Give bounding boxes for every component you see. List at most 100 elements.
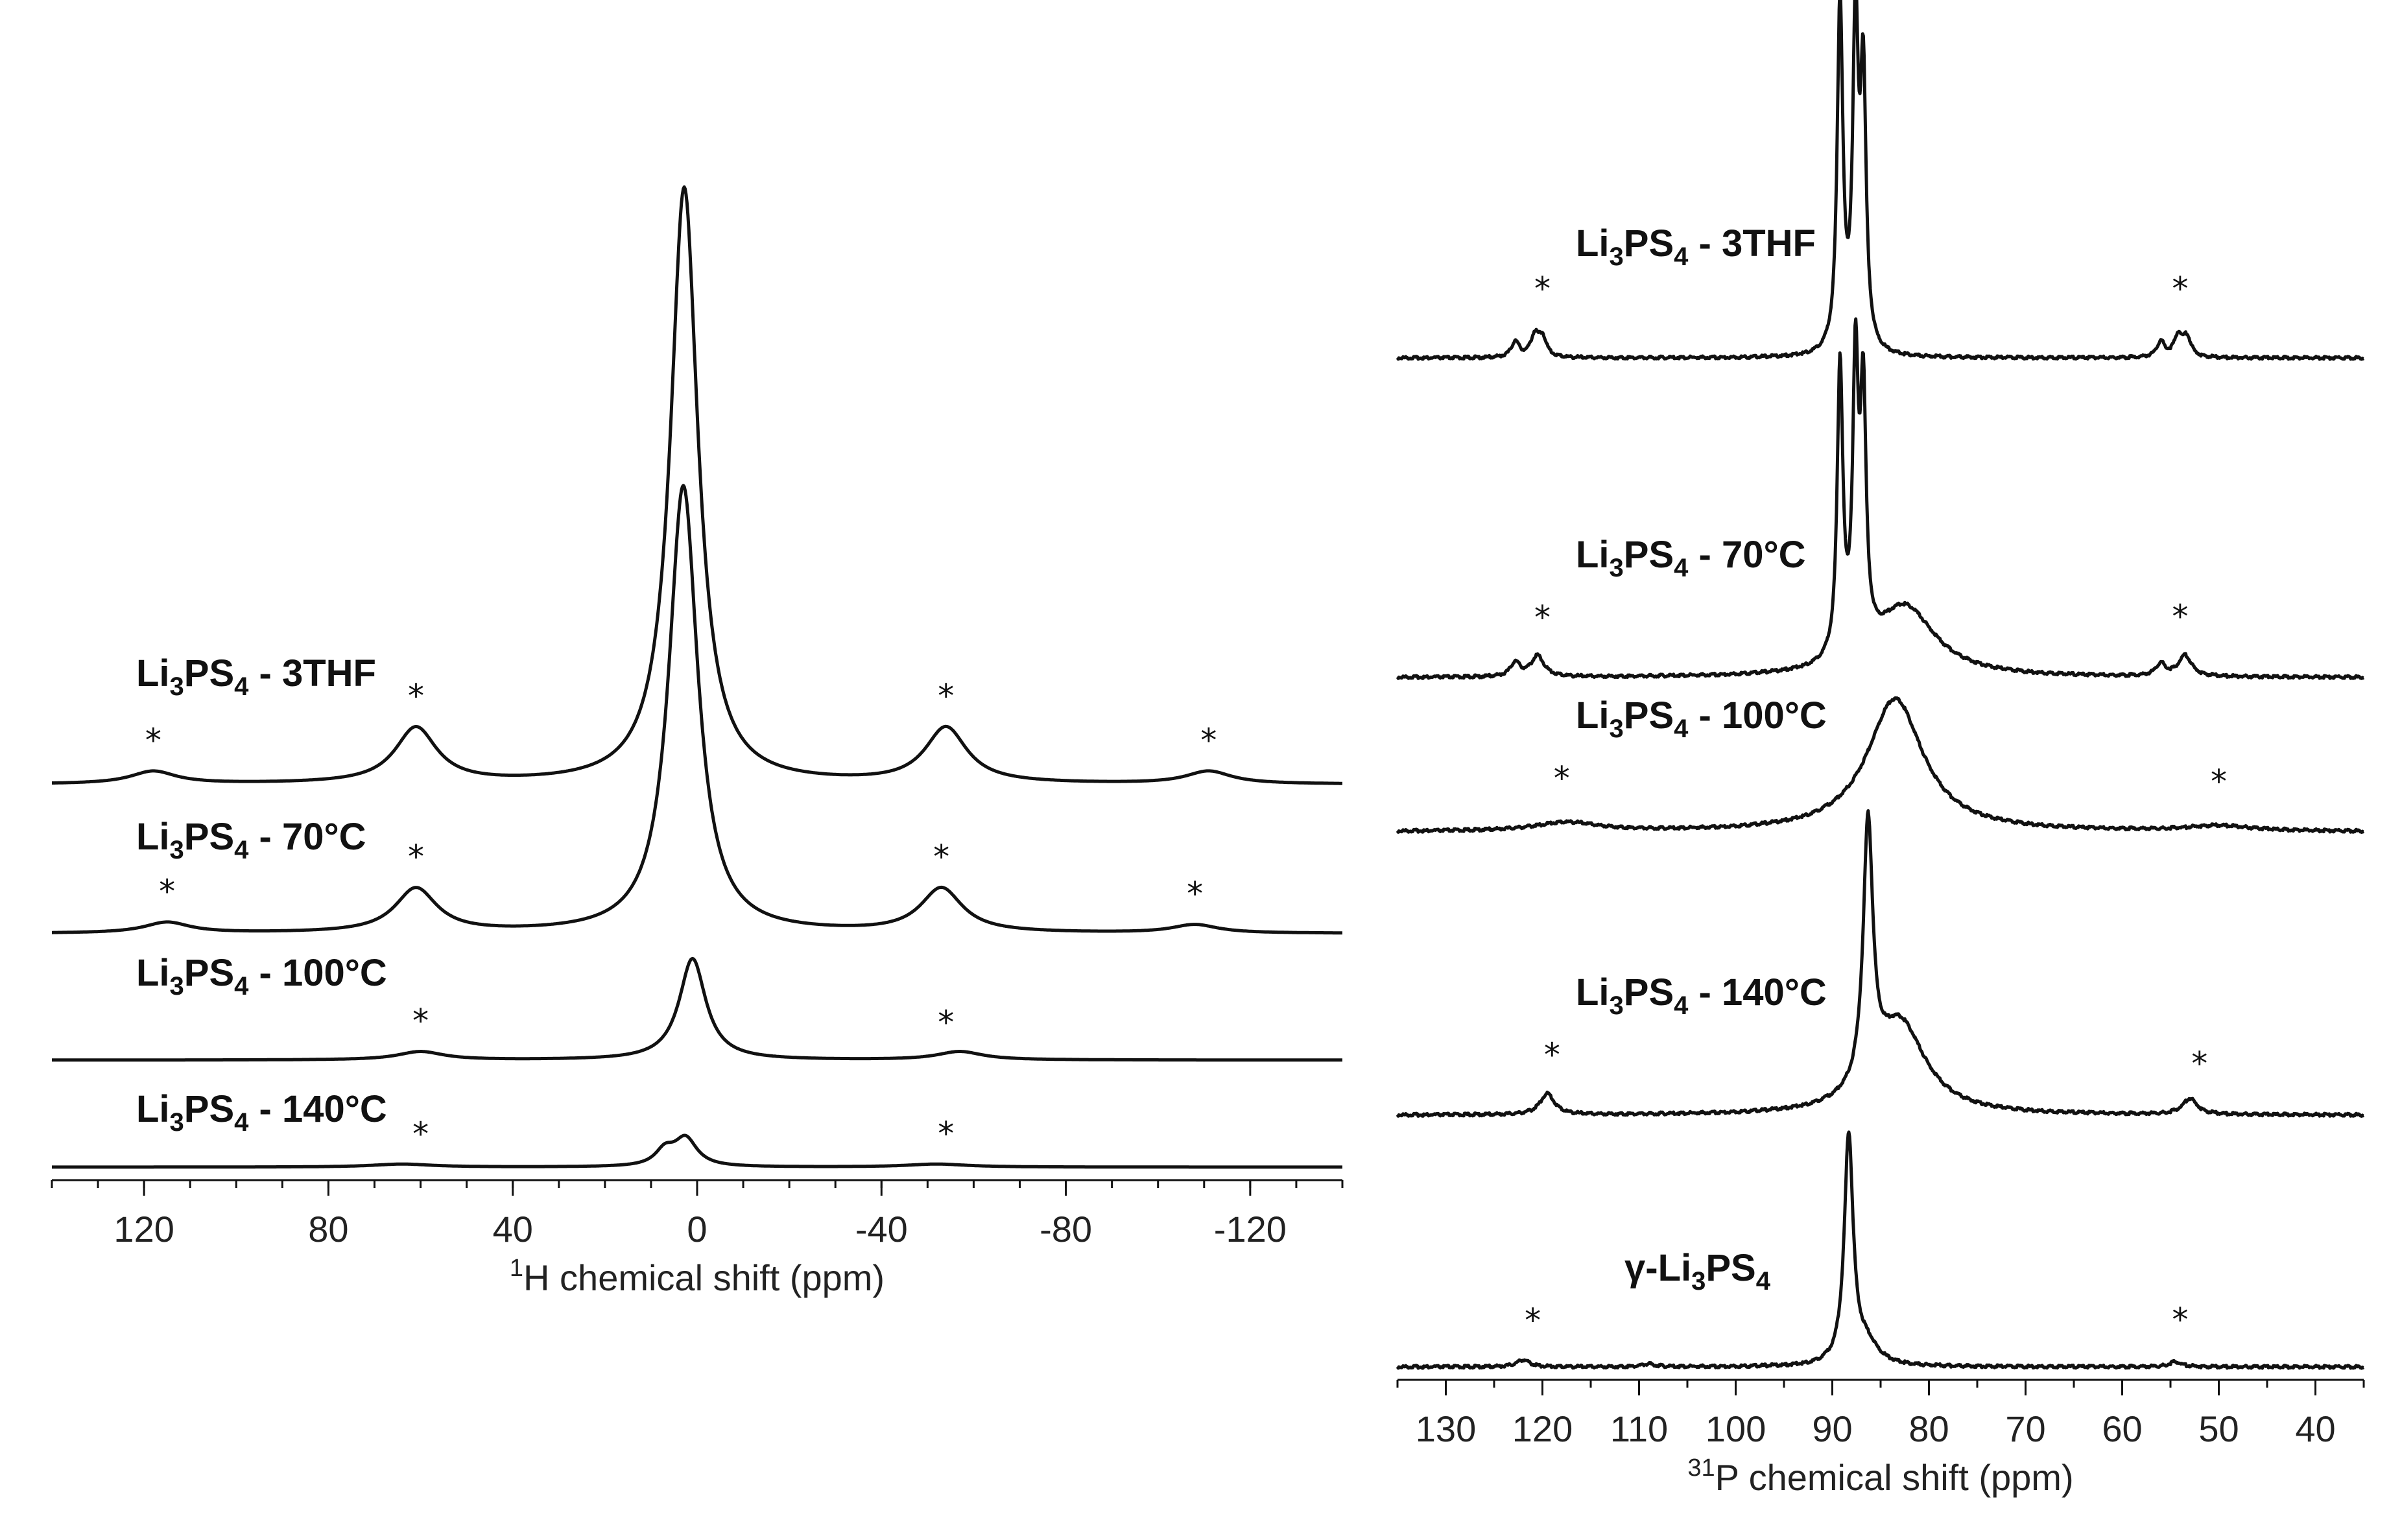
x-axis-title: 31P chemical shift (ppm) xyxy=(1687,1454,2073,1498)
trace-label-part: Li xyxy=(1576,694,1610,737)
x-tick-label: 40 xyxy=(2295,1408,2335,1449)
trace-label-part: Li xyxy=(1576,222,1610,265)
trace-label-subscript: 4 xyxy=(1674,243,1689,271)
spinning-sideband-marker: * xyxy=(1554,760,1570,798)
trace-label-subscript: 3 xyxy=(170,672,184,701)
trace-label-condition: - 100°C xyxy=(1688,694,1826,737)
trace-label-subscript: 3 xyxy=(1610,715,1624,743)
x-tick-label: -40 xyxy=(855,1209,908,1250)
spectrum-trace xyxy=(1396,317,2365,680)
spectrum-trace xyxy=(1396,809,2365,1118)
x-tick-label: 50 xyxy=(2198,1408,2239,1449)
trace-label-part: Li xyxy=(136,652,170,694)
spectrum-trace xyxy=(51,185,1344,785)
spinning-sideband-marker: * xyxy=(2172,598,2188,635)
x-tick-label: 110 xyxy=(1610,1408,1668,1449)
spinning-sideband-marker: * xyxy=(1534,270,1551,307)
x-tick-label: 0 xyxy=(687,1209,707,1250)
trace-label: Li3PS4 - 70°C xyxy=(1576,534,1806,582)
trace-label-subscript: 4 xyxy=(234,836,249,864)
spinning-sideband-marker: * xyxy=(1525,1302,1541,1340)
spinning-sideband-marker: * xyxy=(2211,763,2227,801)
trace-label-condition: - 140°C xyxy=(248,1088,386,1130)
trace-label: Li3PS4 - 140°C xyxy=(136,1088,387,1137)
trace-label: Li3PS4 - 3THF xyxy=(1576,222,1816,271)
trace-label-part: PS xyxy=(184,1088,234,1130)
trace-label-subscript: 3 xyxy=(1610,554,1624,582)
trace-label-part: PS xyxy=(1624,534,1674,576)
trace-label: Li3PS4 - 70°C xyxy=(136,816,366,864)
spinning-sideband-marker: * xyxy=(159,873,175,910)
trace-label-part: PS xyxy=(184,652,234,694)
trace-label: Li3PS4 - 100°C xyxy=(136,952,387,1001)
trace-label-subscript: 3 xyxy=(1610,991,1624,1020)
spinning-sideband-marker: * xyxy=(938,1115,954,1152)
spinning-sideband-marker: * xyxy=(412,1002,429,1040)
spinning-sideband-marker: * xyxy=(2172,270,2188,307)
trace-label: Li3PS4 - 3THF xyxy=(136,652,376,701)
spinning-sideband-marker: * xyxy=(145,722,161,759)
trace-label: Li3PS4 - 100°C xyxy=(1576,694,1827,743)
spinning-sideband-marker: * xyxy=(408,678,424,715)
trace-label-part: PS xyxy=(1624,971,1674,1013)
spectrum-trace xyxy=(1396,696,2365,834)
trace-label-condition: - 70°C xyxy=(248,816,366,858)
trace-label-part: PS xyxy=(184,952,234,994)
trace-label-condition: - 100°C xyxy=(248,952,386,994)
spectrum-trace xyxy=(1396,0,2365,361)
spectrum-trace xyxy=(51,484,1344,935)
trace-label-condition: - 70°C xyxy=(1688,534,1805,576)
trace-label-subscript: 3 xyxy=(170,972,184,1001)
trace-label-part: Li xyxy=(1576,534,1610,576)
trace-label-condition: - 3THF xyxy=(1688,222,1816,265)
spectrum-trace xyxy=(51,1133,1344,1169)
spinning-sideband-marker: * xyxy=(412,1115,429,1153)
x-tick-label: 80 xyxy=(308,1209,348,1250)
spinning-sideband-marker: * xyxy=(408,838,424,876)
left-panel-1h-nmr: 120 80 40 0 -40 -80 -120 1H chemical shift (ppm… xyxy=(51,185,1344,1298)
x-axis-title-isotope: 31 xyxy=(1687,1454,1715,1482)
trace-label-part: PS xyxy=(1624,222,1674,265)
right-panel-31p-nmr: 130 120 110 100 90 80 70 60 50 40 31P chemical shi… xyxy=(1396,0,2365,1498)
trace-label-subscript: 4 xyxy=(234,1108,249,1137)
trace-label-condition: - 140°C xyxy=(1688,971,1826,1013)
trace-label-subscript: 4 xyxy=(1674,715,1689,743)
spinning-sideband-marker: * xyxy=(2172,1301,2188,1338)
x-tick-label: 70 xyxy=(2005,1408,2045,1449)
trace-label-part: PS xyxy=(1706,1247,1755,1289)
spinning-sideband-marker: * xyxy=(1200,722,1217,759)
trace-label-part: Li xyxy=(136,1088,170,1130)
x-axis-title: 1H chemical shift (ppm) xyxy=(510,1255,885,1298)
x-tick-label: 120 xyxy=(113,1209,174,1250)
trace-label-subscript: 4 xyxy=(1674,991,1689,1020)
trace-label: Li3PS4 - 140°C xyxy=(1576,971,1827,1020)
spinning-sideband-marker: * xyxy=(1534,598,1551,636)
spinning-sideband-marker: * xyxy=(1544,1036,1560,1074)
trace-label-condition: - 3THF xyxy=(248,652,376,694)
x-tick-label: 60 xyxy=(2102,1408,2142,1449)
x-tick-label: 100 xyxy=(1706,1408,1766,1449)
trace-label-part: Li xyxy=(1576,971,1610,1013)
trace-label-part: Li xyxy=(136,816,170,858)
trace-label-part: Li xyxy=(136,952,170,994)
x-tick-label: 130 xyxy=(1416,1408,1476,1449)
spinning-sideband-marker: * xyxy=(2191,1045,2207,1083)
trace-label-subscript: 3 xyxy=(1691,1267,1706,1296)
x-axis-title-text: H chemical shift (ppm) xyxy=(523,1257,885,1298)
trace-label-subscript: 3 xyxy=(170,1108,184,1137)
trace-label-subscript: 4 xyxy=(1756,1267,1771,1296)
x-tick-label: 80 xyxy=(1909,1408,1949,1449)
trace-label-subscript: 4 xyxy=(234,972,249,1001)
trace-label-subscript: 4 xyxy=(234,672,249,701)
spinning-sideband-marker: * xyxy=(938,1004,954,1041)
x-tick-label: -80 xyxy=(1040,1209,1092,1250)
x-tick-label: -120 xyxy=(1214,1209,1287,1250)
spinning-sideband-marker: * xyxy=(1187,875,1203,913)
x-tick-label: 40 xyxy=(493,1209,533,1250)
trace-label-subscript: 3 xyxy=(170,836,184,864)
trace-label-part: γ-Li xyxy=(1624,1247,1691,1289)
trace-label-subscript: 3 xyxy=(1610,243,1624,271)
spectrum-trace xyxy=(1396,1130,2365,1370)
trace-label-part: PS xyxy=(1624,694,1674,737)
